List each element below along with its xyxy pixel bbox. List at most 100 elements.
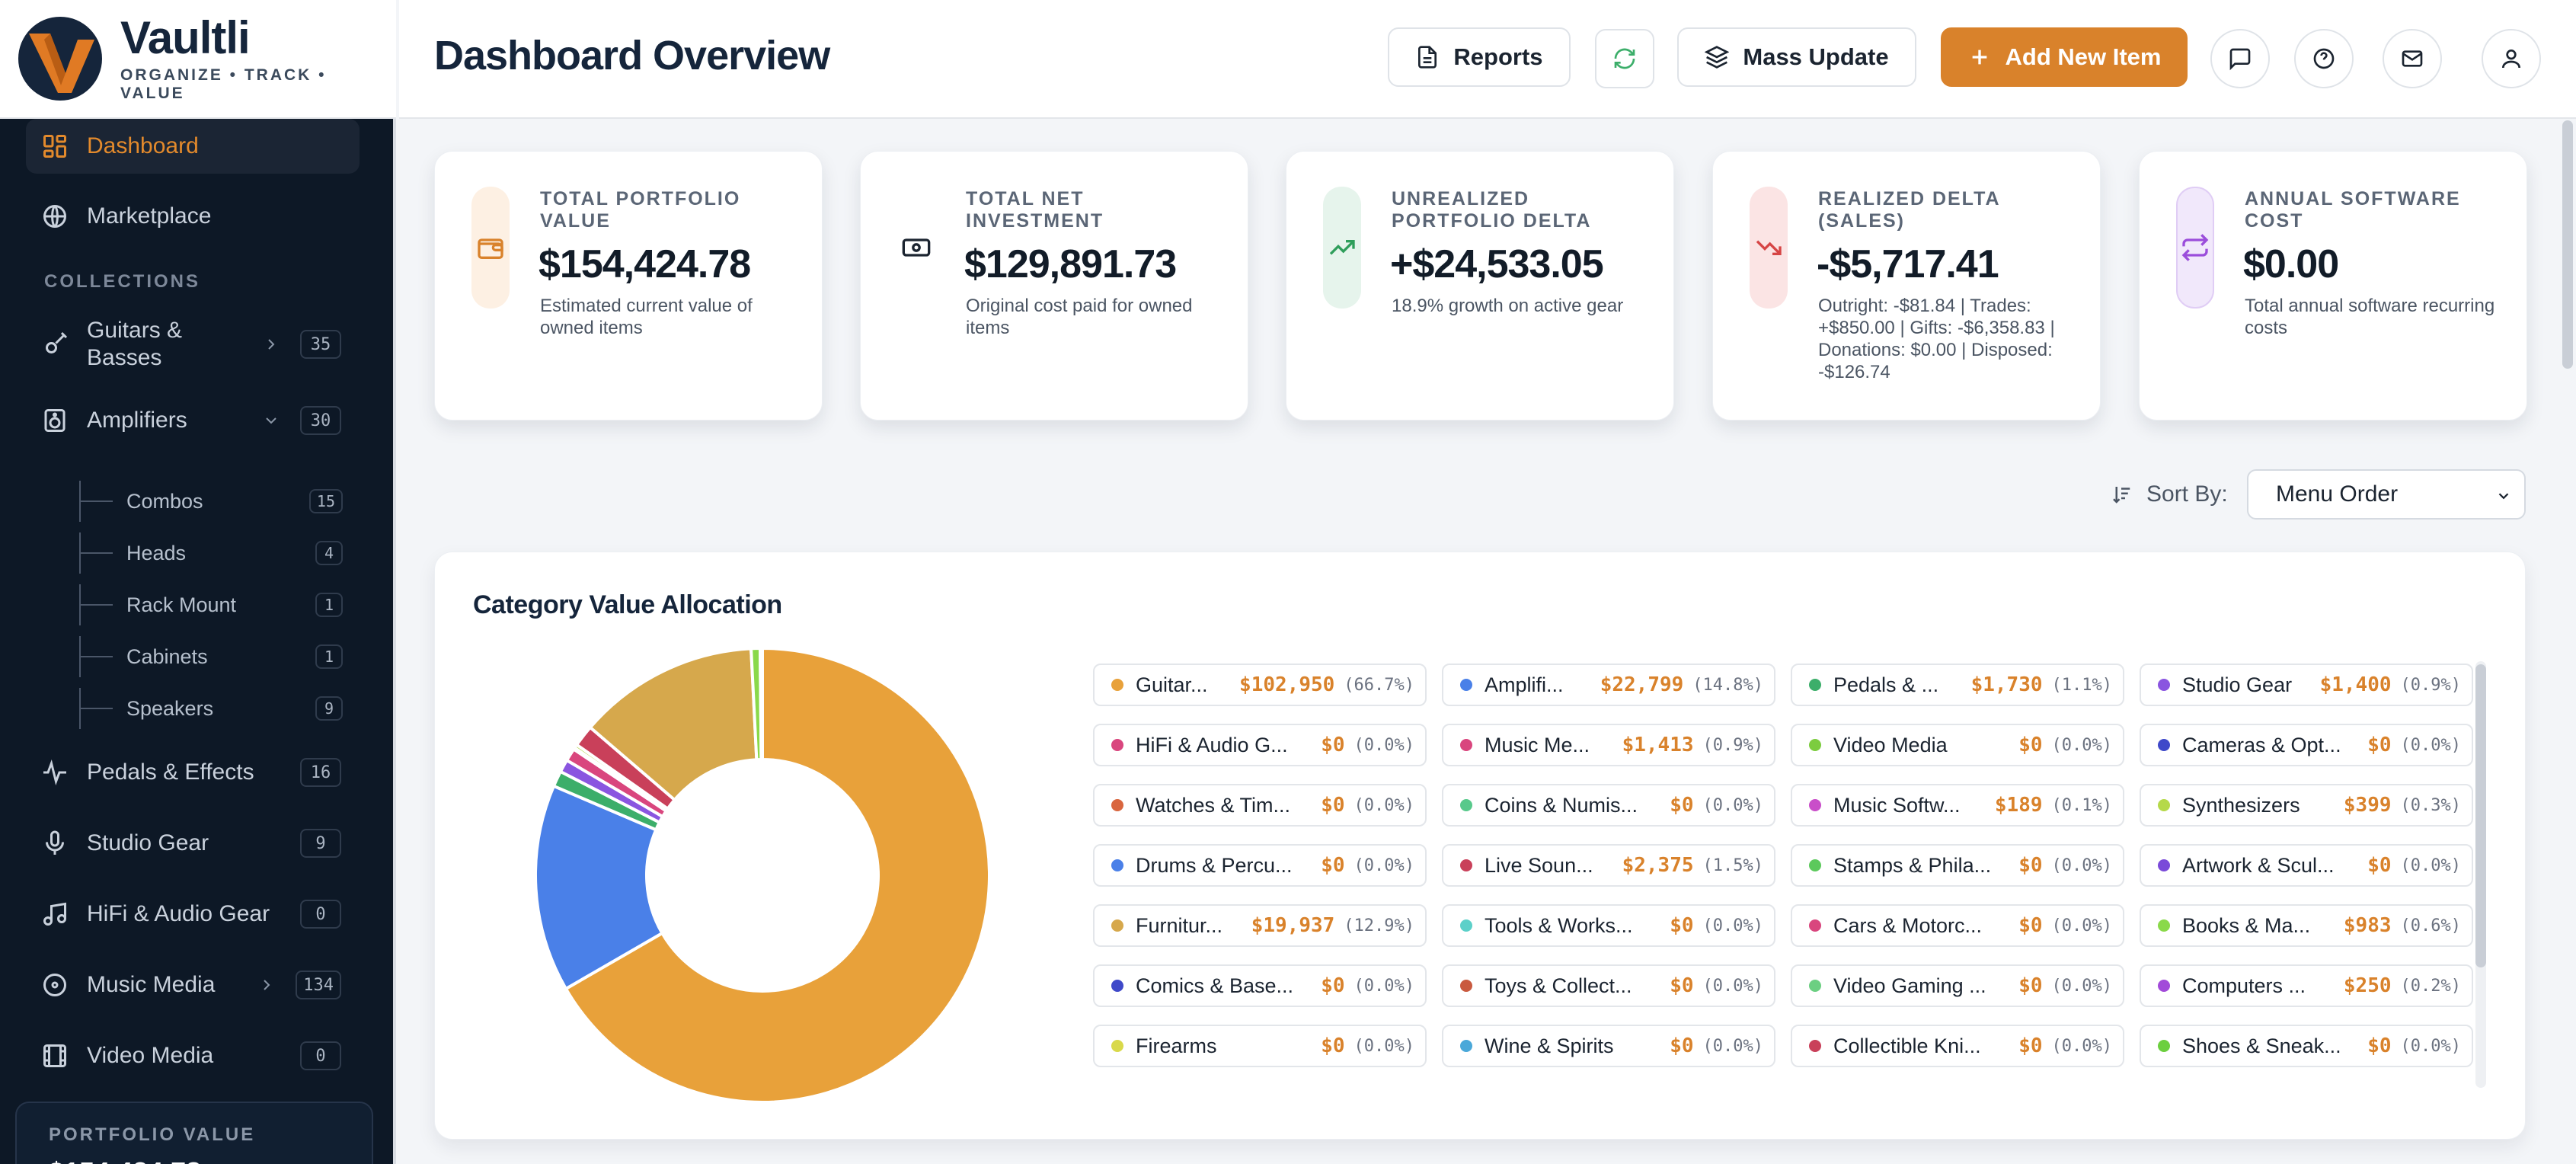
sidebar-item-pedals[interactable]: Pedals & Effects 16 (26, 745, 360, 800)
legend-item[interactable]: Video Media $0 (0.0%) (1791, 724, 2124, 766)
amplifier-icon (44, 409, 66, 432)
music-note-icon (43, 902, 66, 926)
card-value: +$24,533.05 (1390, 242, 1604, 286)
legend-item[interactable]: Music Me... $1,413 (0.9%) (1442, 724, 1775, 766)
sidebar-item-guitars[interactable]: Guitars & Basses 35 (26, 309, 360, 379)
mail-button[interactable] (2383, 29, 2442, 88)
legend-category-name: Studio Gear (2182, 673, 2293, 696)
brand[interactable]: Vaultli ORGANIZE • TRACK • VALUE (0, 0, 396, 119)
sidebar-item-studio-gear[interactable]: Studio Gear 9 (26, 816, 360, 871)
user-profile-button[interactable] (2482, 29, 2541, 88)
page-scrollbar[interactable] (2562, 120, 2573, 369)
sidebar-item-label: Studio Gear (87, 830, 209, 855)
legend-category-name: Computers ... (2182, 974, 2306, 997)
legend-category-name: Comics & Base... (1136, 974, 1294, 997)
add-new-item-button[interactable]: Add New Item (1941, 27, 2188, 87)
sidebar-item-video-media[interactable]: Video Media 0 (26, 1028, 360, 1076)
legend-item[interactable]: Cars & Motorc... $0 (0.0%) (1791, 904, 2124, 947)
legend-item[interactable]: Comics & Base... $0 (0.0%) (1093, 964, 1427, 1007)
legend-item[interactable]: Toys & Collect... $0 (0.0%) (1442, 964, 1775, 1007)
legend-item[interactable]: Live Soun... $2,375 (1.5%) (1442, 844, 1775, 887)
trend-up-icon (1329, 240, 1355, 255)
legend-item[interactable]: Coins & Numis... $0 (0.0%) (1442, 784, 1775, 827)
legend-value: $0 (1670, 1034, 1694, 1057)
legend-value: $22,799 (1600, 673, 1684, 696)
legend-category-name: Furnitur... (1136, 913, 1223, 937)
sidebar-item-music-media[interactable]: Music Media 134 (26, 958, 360, 1012)
repeat-icon (2181, 234, 2209, 261)
add-new-item-label[interactable]: Add New Item (2005, 43, 2162, 70)
sidebar-subitem-speakers[interactable]: Speakers 9 (79, 687, 353, 730)
legend-value: $1,400 (2319, 673, 2392, 696)
legend-color-dot (2158, 980, 2170, 992)
card-title: TOTAL PORTFOLIO VALUE (540, 188, 741, 232)
chevron-down-icon[interactable] (262, 411, 280, 430)
legend-item[interactable]: Shoes & Sneak... $0 (0.0%) (2140, 1025, 2473, 1067)
logo-icon (18, 17, 102, 101)
legend-category-name: Firearms (1136, 1034, 1217, 1057)
help-button[interactable] (2294, 29, 2354, 88)
sidebar-subitem-rack-mount[interactable]: Rack Mount 1 (79, 584, 353, 626)
legend-value: $0 (2018, 914, 2043, 937)
legend-color-dot (2158, 919, 2170, 932)
legend-item[interactable]: Pedals & ... $1,730 (1.1%) (1791, 664, 2124, 706)
legend-item[interactable]: Music Softw... $189 (0.1%) (1791, 784, 2124, 827)
count-badge: 134 (296, 971, 341, 999)
sidebar-item-hifi[interactable]: HiFi & Audio Gear 0 (26, 887, 360, 942)
legend-value: $2,375 (1622, 854, 1694, 877)
legend-item[interactable]: Synthesizers $399 (0.3%) (2140, 784, 2473, 827)
refresh-button[interactable] (1595, 29, 1654, 88)
legend-item[interactable]: Furnitur... $19,937 (12.9%) (1093, 904, 1427, 947)
legend-item[interactable]: HiFi & Audio G... $0 (0.0%) (1093, 724, 1427, 766)
legend-item[interactable]: Firearms $0 (0.0%) (1093, 1025, 1427, 1067)
legend-percent: (0.0%) (1702, 795, 1763, 815)
sidebar-subitem-combos[interactable]: Combos 15 (79, 480, 353, 523)
stat-card-unrealized-delta: UNREALIZED PORTFOLIO DELTA +$24,533.05 1… (1286, 151, 1674, 421)
legend-category-name: Drums & Percu... (1136, 853, 1293, 877)
mass-update-button[interactable]: Mass Update (1677, 27, 1916, 87)
legend-item[interactable]: Tools & Works... $0 (0.0%) (1442, 904, 1775, 947)
legend-item[interactable]: Amplifi... $22,799 (14.8%) (1442, 664, 1775, 706)
legend-item[interactable]: Studio Gear $1,400 (0.9%) (2140, 664, 2473, 706)
legend-item[interactable]: Cameras & Opt... $0 (0.0%) (2140, 724, 2473, 766)
card-description: Original cost paid for owned items (966, 296, 1193, 338)
sidebar-subitem-heads[interactable]: Heads 4 (79, 532, 353, 574)
legend-percent: (0.0%) (2051, 916, 2112, 935)
sort-by-label: Sort By: (2110, 481, 2228, 507)
donut-slice[interactable] (534, 784, 665, 991)
donut-slice[interactable] (564, 647, 991, 1104)
donut-slice[interactable] (758, 647, 764, 762)
legend-item[interactable]: Watches & Tim... $0 (0.0%) (1093, 784, 1427, 827)
help-icon (2313, 48, 2335, 69)
film-icon (43, 1044, 66, 1067)
stat-card-net-investment: TOTAL NET INVESTMENT $129,891.73 Origina… (860, 151, 1248, 421)
sort-select[interactable]: Menu Order (2247, 469, 2526, 520)
refresh-icon (1614, 48, 1635, 69)
card-value: -$5,717.41 (1817, 242, 1999, 286)
legend-item[interactable]: Artwork & Scul... $0 (0.0%) (2140, 844, 2473, 887)
reports-button[interactable]: Reports (1388, 27, 1571, 87)
messages-button[interactable] (2210, 29, 2270, 88)
legend-category-name: Cameras & Opt... (2182, 733, 2341, 756)
legend-scrollbar-thumb[interactable] (2475, 664, 2486, 967)
legend-item[interactable]: Guitar... $102,950 (66.7%) (1093, 664, 1427, 706)
legend-item[interactable]: Collectible Kni... $0 (0.0%) (1791, 1025, 2124, 1067)
sidebar-item-label: Guitars & Basses (87, 318, 183, 370)
sidebar-item-marketplace[interactable]: Marketplace (26, 189, 360, 244)
legend-item[interactable]: Wine & Spirits $0 (0.0%) (1442, 1025, 1775, 1067)
legend-percent: (0.1%) (2051, 795, 2112, 815)
chevron-right-icon[interactable] (257, 976, 276, 994)
legend-percent: (0.0%) (2051, 976, 2112, 996)
tree-connector (79, 532, 113, 574)
sidebar-item-amplifiers[interactable]: Amplifiers 30 (26, 393, 360, 448)
legend-item[interactable]: Computers ... $250 (0.2%) (2140, 964, 2473, 1007)
legend-item[interactable]: Books & Ma... $983 (0.6%) (2140, 904, 2473, 947)
sidebar-subitem-cabinets[interactable]: Cabinets 1 (79, 635, 353, 678)
legend-item[interactable]: Video Gaming ... $0 (0.0%) (1791, 964, 2124, 1007)
sidebar-item-dashboard[interactable]: Dashboard (26, 119, 360, 174)
legend-value: $0 (2018, 974, 2043, 997)
legend-item[interactable]: Stamps & Phila... $0 (0.0%) (1791, 844, 2124, 887)
legend-percent: (1.1%) (2051, 675, 2112, 695)
legend-item[interactable]: Drums & Percu... $0 (0.0%) (1093, 844, 1427, 887)
chevron-right-icon[interactable] (262, 335, 280, 353)
